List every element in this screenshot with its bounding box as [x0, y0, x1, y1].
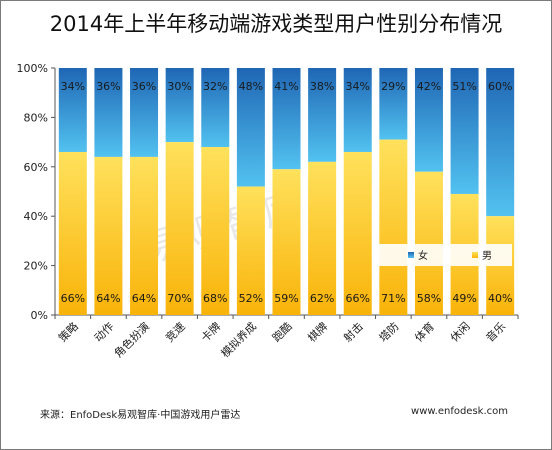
legend: 女 男	[372, 244, 512, 266]
bar-female	[343, 68, 372, 152]
x-tick-label: 体育	[412, 319, 437, 344]
bar-male	[414, 171, 443, 315]
bar-male	[379, 139, 408, 315]
y-tick-label: 100%	[17, 62, 48, 75]
x-tick-label: 塔防	[376, 319, 401, 344]
x-tick-label: 音乐	[483, 319, 508, 344]
data-label-male: 59%	[274, 292, 298, 305]
data-label-male: 62%	[310, 292, 334, 305]
data-label-female: 29%	[381, 80, 405, 93]
bar-female	[414, 68, 443, 172]
x-tick-label: 角色扮演	[111, 319, 152, 360]
y-tick-label: 60%	[24, 161, 48, 174]
bars	[58, 68, 515, 315]
data-label-male: 66%	[346, 292, 370, 305]
bar-female	[308, 68, 337, 162]
data-label-male: 71%	[381, 292, 405, 305]
data-label-male: 49%	[452, 292, 476, 305]
bar-female	[130, 68, 159, 157]
data-label-male: 52%	[239, 292, 263, 305]
bar-male	[130, 156, 159, 315]
x-tick-label: 模拟养成	[218, 319, 259, 360]
data-label-female: 60%	[488, 80, 512, 93]
data-label-male: 64%	[96, 292, 120, 305]
data-label-female: 30%	[167, 80, 191, 93]
data-label-female: 51%	[452, 80, 476, 93]
bar-female	[94, 68, 123, 157]
x-tick-label: 棋牌	[305, 319, 330, 344]
x-tick-label: 策略	[55, 319, 80, 344]
data-label-female: 36%	[132, 80, 156, 93]
legend-background	[372, 244, 512, 266]
bar-male	[236, 186, 265, 315]
chart-title: 2014年上半年移动端游戏类型用户性别分布情况	[49, 12, 503, 36]
bar-female	[450, 68, 479, 194]
bar-male	[308, 161, 337, 315]
legend-swatch-male	[472, 252, 478, 258]
bar-male	[272, 169, 301, 315]
data-labels: 34% 66% 36% 64% 36% 64% 30% 70% 32% 68% 48% 52% 41% 5…	[61, 80, 513, 305]
bar-male	[94, 156, 123, 315]
y-tick-label: 40%	[24, 210, 48, 223]
data-label-male: 70%	[167, 292, 191, 305]
data-label-female: 36%	[96, 80, 120, 93]
data-label-male: 58%	[417, 292, 441, 305]
bar-female	[201, 68, 230, 148]
data-label-male: 68%	[203, 292, 227, 305]
data-label-male: 40%	[488, 292, 512, 305]
y-tick-label: 80%	[24, 111, 48, 124]
x-tick-label: 卡牌	[198, 319, 223, 344]
data-label-female: 41%	[274, 80, 298, 93]
x-tick-label: 动作	[92, 320, 117, 345]
x-tick-label: 竞速	[162, 319, 187, 344]
source-note: 来源：EnfoDesk易观智库·中国游戏用户雷达	[40, 410, 241, 421]
bar-female	[58, 68, 87, 152]
bar-female	[236, 68, 265, 187]
data-label-female: 48%	[239, 80, 263, 93]
y-tick-label: 0%	[31, 309, 48, 322]
data-label-female: 32%	[203, 80, 227, 93]
legend-swatch-female	[408, 252, 414, 258]
data-label-male: 66%	[61, 292, 85, 305]
bar-male	[201, 147, 230, 315]
bar-female	[272, 68, 301, 170]
bar-female	[165, 68, 194, 143]
x-tick-label: 射击	[340, 319, 365, 344]
data-label-female: 38%	[310, 80, 334, 93]
legend-label-male: 男	[482, 250, 492, 262]
x-tick-label: 跑酷	[269, 319, 294, 344]
legend-label-female: 女	[418, 249, 428, 262]
bar-female	[379, 68, 408, 140]
bar-female	[486, 68, 515, 217]
bar-male	[343, 151, 372, 315]
site-url: www.enfodesk.com	[411, 406, 508, 417]
data-label-female: 34%	[61, 80, 85, 93]
data-label-female: 42%	[417, 80, 441, 93]
bar-male	[58, 151, 87, 315]
data-label-male: 64%	[132, 292, 156, 305]
bar-male	[165, 142, 194, 315]
y-tick-label: 20%	[24, 260, 48, 273]
data-label-female: 34%	[346, 80, 370, 93]
x-tick-label: 休闲	[447, 319, 472, 344]
